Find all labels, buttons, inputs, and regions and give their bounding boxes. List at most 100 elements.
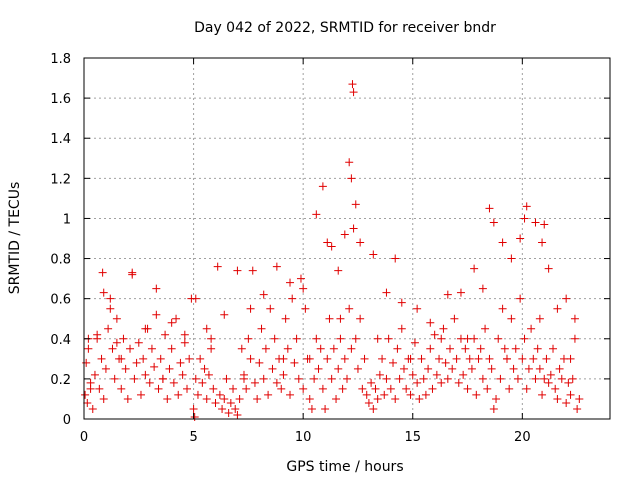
data-point (161, 330, 170, 339)
data-point (513, 374, 522, 383)
data-point (191, 294, 200, 303)
data-point (395, 374, 404, 383)
y-tick-label: 0.4 (50, 333, 71, 348)
data-point (426, 344, 435, 353)
data-point (454, 378, 463, 387)
x-axis-label: GPS time / hours (286, 459, 403, 475)
data-point (272, 262, 281, 271)
data-point (257, 324, 266, 333)
data-point (334, 364, 343, 373)
y-tick-label: 1.4 (50, 132, 71, 147)
data-point (246, 354, 255, 363)
data-point (419, 374, 428, 383)
data-point (218, 404, 227, 413)
data-point (279, 370, 288, 379)
data-point (301, 304, 310, 313)
data-point (516, 234, 525, 243)
data-point (369, 404, 378, 413)
data-point (527, 324, 536, 333)
data-point (321, 404, 330, 413)
y-axis-label: SRMTID / TECUs (7, 182, 23, 295)
data-point (428, 384, 437, 393)
data-point (279, 354, 288, 363)
data-point (183, 384, 192, 393)
data-points (81, 80, 584, 421)
data-point (373, 334, 382, 343)
data-point (316, 344, 325, 353)
data-point (566, 390, 575, 399)
data-point (99, 288, 108, 297)
data-point (246, 304, 255, 313)
data-point (81, 390, 90, 399)
data-point (327, 374, 336, 383)
data-point (573, 404, 582, 413)
data-point (211, 398, 220, 407)
data-point (520, 214, 529, 223)
data-point (167, 318, 176, 327)
data-point (492, 394, 501, 403)
data-point (369, 250, 378, 259)
data-point (128, 270, 137, 279)
y-tick-label: 0 (63, 413, 71, 428)
data-point (540, 220, 549, 229)
data-point (351, 200, 360, 209)
data-point (272, 378, 281, 387)
data-point (511, 344, 520, 353)
data-point (509, 364, 518, 373)
data-point (207, 334, 216, 343)
data-point (126, 344, 135, 353)
data-point (163, 394, 172, 403)
y-tick-label: 1.2 (50, 172, 71, 187)
data-point (99, 394, 108, 403)
data-point (553, 394, 562, 403)
data-point (156, 354, 165, 363)
data-point (250, 378, 259, 387)
data-point (88, 404, 97, 413)
data-point (270, 334, 279, 343)
data-point (529, 354, 538, 363)
data-point (351, 334, 360, 343)
data-point (518, 354, 527, 363)
data-point (538, 390, 547, 399)
data-point (522, 202, 531, 211)
data-point (562, 294, 571, 303)
data-point (196, 354, 205, 363)
data-point (553, 304, 562, 313)
data-point (356, 238, 365, 247)
data-point (478, 284, 487, 293)
data-point (397, 298, 406, 307)
data-point (535, 364, 544, 373)
data-point (544, 264, 553, 273)
y-tick-labels: 0 0.2 0.4 0.6 0.8 1 1.2 1.4 1.6 1.8 (50, 52, 71, 428)
data-point (290, 358, 299, 367)
data-point (226, 398, 235, 407)
data-point (200, 364, 209, 373)
data-point (367, 378, 376, 387)
data-point (386, 384, 395, 393)
data-point (312, 210, 321, 219)
x-tick-label: 10 (295, 430, 312, 445)
data-point (345, 158, 354, 167)
data-point (399, 364, 408, 373)
data-point (441, 358, 450, 367)
data-point (362, 390, 371, 399)
data-point (136, 390, 145, 399)
data-point (448, 364, 457, 373)
data-point (413, 304, 422, 313)
data-point (145, 378, 154, 387)
data-point (334, 266, 343, 275)
data-point (389, 358, 398, 367)
data-point (185, 354, 194, 363)
data-point (524, 364, 533, 373)
data-point (288, 294, 297, 303)
data-point (213, 262, 222, 271)
data-point (507, 314, 516, 323)
data-point (485, 354, 494, 363)
data-point (259, 290, 268, 299)
data-point (382, 374, 391, 383)
data-point (101, 364, 110, 373)
data-point (299, 384, 308, 393)
data-point (538, 238, 547, 247)
data-point (382, 288, 391, 297)
data-point (360, 354, 369, 363)
